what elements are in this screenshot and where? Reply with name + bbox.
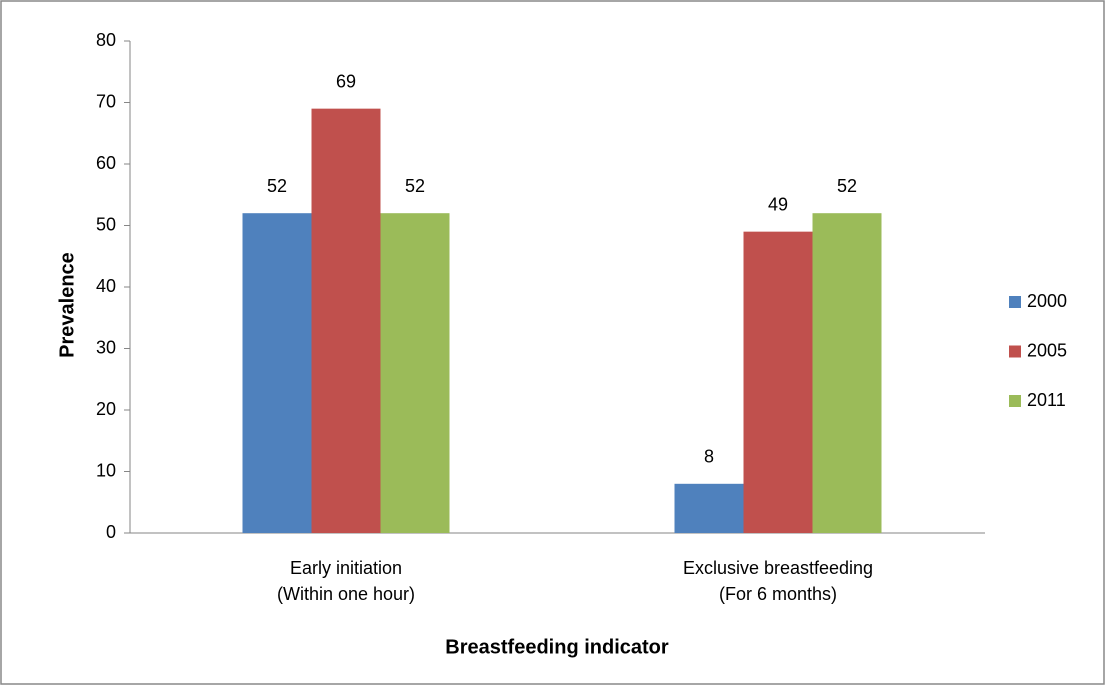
x-tick-label: Exclusive breastfeeding <box>683 558 873 578</box>
y-tick-label: 70 <box>96 91 116 111</box>
data-label: 49 <box>768 194 788 214</box>
y-tick-label: 0 <box>106 522 116 542</box>
y-tick-label: 10 <box>96 460 116 480</box>
legend-label: 2005 <box>1027 340 1067 360</box>
y-tick-label: 50 <box>96 214 116 234</box>
bar <box>242 213 312 533</box>
x-tick-label: Early initiation <box>290 558 402 578</box>
y-tick-label: 80 <box>96 30 116 50</box>
y-tick-label: 60 <box>96 153 116 173</box>
legend-swatch <box>1009 296 1021 308</box>
bar <box>674 483 744 533</box>
x-tick-label: (For 6 months) <box>719 584 837 604</box>
bar <box>311 108 381 534</box>
data-label: 52 <box>837 176 857 196</box>
data-label: 69 <box>336 71 356 91</box>
data-label: 8 <box>704 447 714 467</box>
legend-swatch <box>1009 345 1021 358</box>
bar <box>812 213 882 533</box>
legend-label: 2000 <box>1027 291 1067 311</box>
bar <box>380 213 450 533</box>
x-axis-title: Breastfeeding indicator <box>445 636 669 658</box>
y-tick-label: 40 <box>96 276 116 296</box>
data-label: 52 <box>267 176 287 196</box>
data-label: 52 <box>405 176 425 196</box>
x-tick-label: (Within one hour) <box>277 584 415 604</box>
y-tick-label: 20 <box>96 399 116 419</box>
bar <box>743 231 813 533</box>
y-tick-label: 30 <box>96 337 116 357</box>
legend-label: 2011 <box>1027 390 1066 410</box>
y-axis-title: Prevalence <box>56 252 78 358</box>
legend-swatch <box>1009 395 1021 407</box>
